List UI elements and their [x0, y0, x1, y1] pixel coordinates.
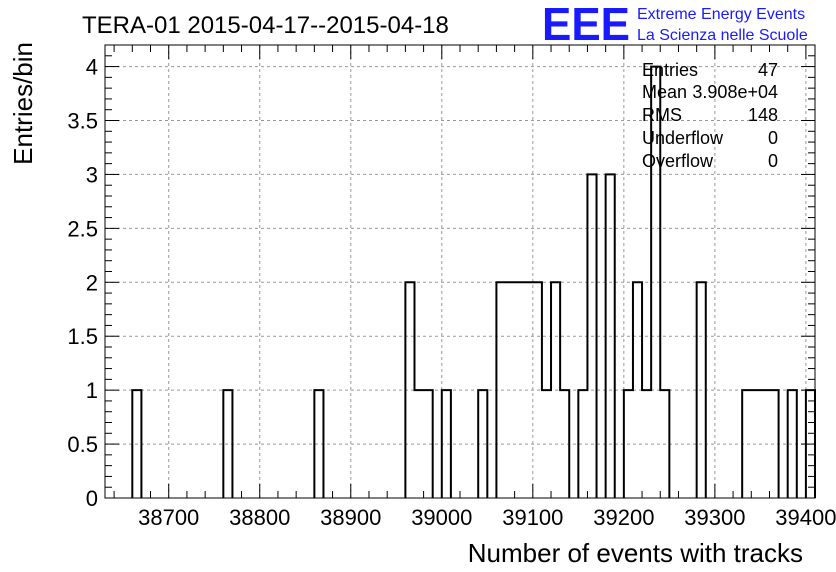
stats-overflow-value: 0: [768, 151, 778, 171]
y-tick-label: 1: [86, 378, 98, 403]
logo-line2: La Scienza nelle Scuole: [637, 27, 808, 44]
x-tick-label: 39300: [684, 505, 745, 530]
x-axis-label: Number of events with tracks: [468, 538, 803, 568]
axis-ticks: [105, 44, 815, 499]
y-axis-label: Entries/bin: [8, 42, 38, 165]
y-tick-label: 3.5: [67, 109, 98, 134]
stats-rms-value: 148: [748, 105, 778, 125]
logo-line1: Extreme Energy Events: [637, 6, 805, 23]
x-tick-label: 38800: [229, 505, 290, 530]
eee-logo: EEE Extreme Energy Events La Scienza nel…: [542, 0, 808, 50]
stats-overflow-label: Overflow: [642, 151, 714, 171]
stats-entries-value: 47: [758, 60, 778, 80]
stats-rms-label: RMS: [642, 105, 682, 125]
y-tick-label: 2.5: [67, 216, 98, 241]
y-tick-labels: 0 0.5 1 1.5 2 2.5 3 3.5 4: [67, 55, 98, 511]
x-tick-label: 39200: [593, 505, 654, 530]
y-tick-label: 0.5: [67, 432, 98, 457]
stats-mean-value: 3.908e+04: [692, 82, 778, 102]
y-tick-label: 4: [86, 55, 98, 80]
x-tick-label: 39400: [775, 505, 836, 530]
stats-mean-label: Mean: [642, 82, 687, 102]
grid: [105, 45, 815, 498]
histogram-outline: [131, 65, 816, 498]
x-tick-labels: 38700 38800 38900 39000 39100 39200 39300 39400: [138, 505, 836, 530]
stats-box: Entries 47 Mean 3.908e+04 RMS 148 Underf…: [642, 60, 778, 171]
stats-underflow-label: Underflow: [642, 128, 724, 148]
stats-entries-label: Entries: [642, 60, 698, 80]
x-tick-label: 39100: [502, 505, 563, 530]
x-tick-label: 38700: [138, 505, 199, 530]
y-tick-label: 3: [86, 162, 98, 187]
y-tick-label: 1.5: [67, 324, 98, 349]
x-tick-label: 38900: [320, 505, 381, 530]
x-tick-label: 39000: [411, 505, 472, 530]
y-tick-label: 0: [86, 486, 98, 511]
plot-frame: [104, 44, 816, 499]
logo-letters: EEE: [542, 0, 630, 50]
y-tick-label: 2: [86, 270, 98, 295]
stats-underflow-value: 0: [768, 128, 778, 148]
chart-title: TERA-01 2015-04-17--2015-04-18: [82, 12, 449, 39]
